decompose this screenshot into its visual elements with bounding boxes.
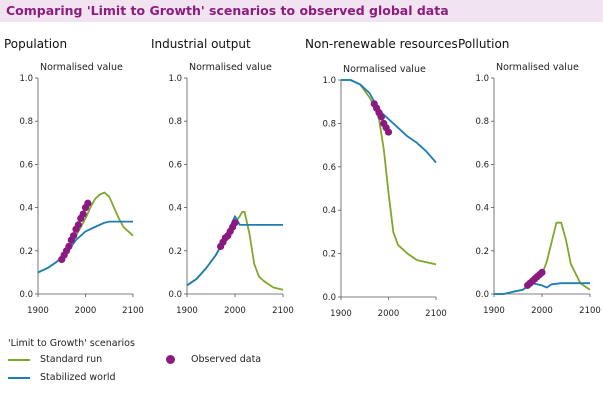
y-tick-label: 0.8 [19, 117, 33, 127]
observed-data-point [65, 242, 73, 251]
standard-run-line [341, 79, 437, 266]
x-tick-label: 1900 [483, 306, 505, 316]
observed-data-point [538, 268, 546, 276]
x-tick-label: 2000 [531, 306, 553, 316]
y-tick-label: 1.0 [168, 74, 182, 84]
legend-standard-run-label: Standard run [40, 354, 103, 365]
title-bar: Comparing 'Limit to Growth' scenarios to… [0, 0, 603, 22]
y-axis-label: Normalised value [189, 62, 272, 73]
y-tick-label: 0.4 [322, 206, 336, 216]
y-tick-label: 0.2 [475, 247, 489, 257]
legend-observed-data-label: Observed data [191, 354, 262, 365]
legend-heading: 'Limit to Growth' scenarios [8, 338, 135, 349]
x-tick-label: 2100 [122, 306, 144, 316]
chart-2: Industrial output Normalised value 0.0 0.2 0… [151, 37, 294, 316]
y-tick-label: 1.0 [322, 76, 336, 86]
legend-stabilized-world: Stabilized world [8, 372, 116, 383]
observed-data-point [79, 210, 87, 218]
legend-standard-run: Standard run [8, 354, 102, 365]
stabilized-world-line [341, 79, 437, 164]
chart-title: Non-renewable resources [305, 37, 458, 51]
chart-title: Population [4, 37, 67, 51]
observed-data-point [70, 232, 78, 240]
y-tick-label: 0.0 [475, 290, 489, 300]
y-tick-label: 0.2 [168, 247, 182, 257]
stabilized-world-line [494, 282, 590, 295]
y-tick-label: 0.8 [322, 119, 336, 129]
y-tick-label: 0.8 [168, 117, 182, 127]
x-tick-label: 2000 [378, 309, 400, 319]
y-tick-label: 1.0 [475, 74, 489, 84]
stabilized-world-swatch [8, 376, 30, 379]
observed-data-point [84, 199, 92, 207]
y-tick-label: 0.8 [475, 117, 489, 127]
observed-data-point [377, 113, 385, 121]
chart-title: Industrial output [151, 37, 251, 51]
y-tick-label: 0.4 [475, 204, 489, 214]
y-tick-label: 0.6 [322, 163, 336, 173]
x-tick-label: 1900 [176, 306, 198, 316]
standard-run-swatch [8, 358, 30, 361]
y-tick-label: 0.6 [475, 160, 489, 170]
page-title: Comparing 'Limit to Growth' scenarios to… [6, 3, 449, 18]
x-tick-label: 2100 [579, 306, 601, 316]
y-tick-label: 0.2 [322, 250, 336, 260]
observed-data-point [231, 219, 239, 227]
x-tick-label: 1900 [27, 306, 49, 316]
chart-1: Population Normalised value 0.0 0.2 0.4 0.6 0.… [4, 37, 144, 316]
chart-4: Pollution Normalised value 0.0 0.2 0.4 0.6 0.8… [458, 37, 601, 316]
y-tick-label: 0.0 [168, 290, 182, 300]
y-tick-label: 0.0 [322, 293, 336, 303]
legend-observed-data: Observed data [160, 354, 261, 365]
y-tick-label: 0.6 [168, 160, 182, 170]
observed-data-point [384, 128, 393, 136]
observed-data-point [74, 221, 82, 229]
y-tick-label: 1.0 [19, 74, 33, 84]
y-tick-label: 0.0 [19, 290, 33, 300]
chart-title: Pollution [458, 37, 509, 51]
x-tick-label: 2000 [224, 306, 246, 316]
charts-area: Population Normalised value 0.0 0.2 0.4 0.6 0.… [4, 37, 601, 319]
x-tick-label: 2100 [425, 309, 447, 319]
y-axis-label: Normalised value [343, 64, 426, 75]
y-tick-label: 0.6 [19, 160, 33, 170]
y-tick-label: 0.4 [19, 204, 33, 214]
chart-3: Non-renewable resources Normalised value 0… [305, 37, 458, 319]
y-axis-label: Normalised value [40, 62, 123, 73]
x-tick-label: 2100 [272, 306, 294, 316]
stabilized-world-line [37, 220, 133, 274]
y-axis-label: Normalised value [496, 62, 579, 73]
observed-data-swatch [166, 355, 175, 364]
y-tick-label: 0.4 [168, 204, 182, 214]
y-tick-label: 0.2 [19, 247, 33, 257]
x-tick-label: 1900 [330, 309, 352, 319]
x-tick-label: 2000 [75, 306, 97, 316]
legend-stabilized-world-label: Stabilized world [40, 372, 116, 383]
